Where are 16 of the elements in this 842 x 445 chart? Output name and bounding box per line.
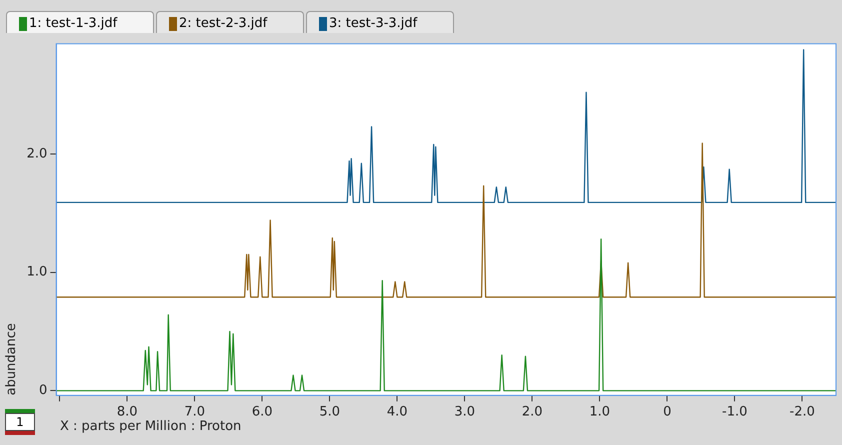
x-axis-title: X : parts per Million : Proton	[60, 419, 242, 434]
y-axis-title: abundance	[4, 323, 20, 396]
x-tick-label: 0	[663, 404, 672, 420]
x-tick-label: -2.0	[790, 404, 815, 420]
x-tick-label: 5.0	[319, 404, 340, 420]
y-tick-label: 2.0	[26, 146, 48, 162]
x-tick-label: 7.0	[184, 404, 206, 420]
y-tick-label: 0	[38, 383, 48, 398]
x-tick-label: 2.0	[522, 404, 543, 420]
x-tick-label: 4.0	[386, 404, 408, 420]
x-tick-label: 1.0	[589, 404, 610, 420]
x-tick-label: -1.0	[722, 404, 748, 420]
y-tick-label: 1.0	[26, 264, 48, 280]
x-tick-label: 6.0	[252, 404, 273, 420]
x-tick-label: 3.0	[454, 404, 476, 420]
x-tick-label: 8.0	[116, 404, 138, 420]
